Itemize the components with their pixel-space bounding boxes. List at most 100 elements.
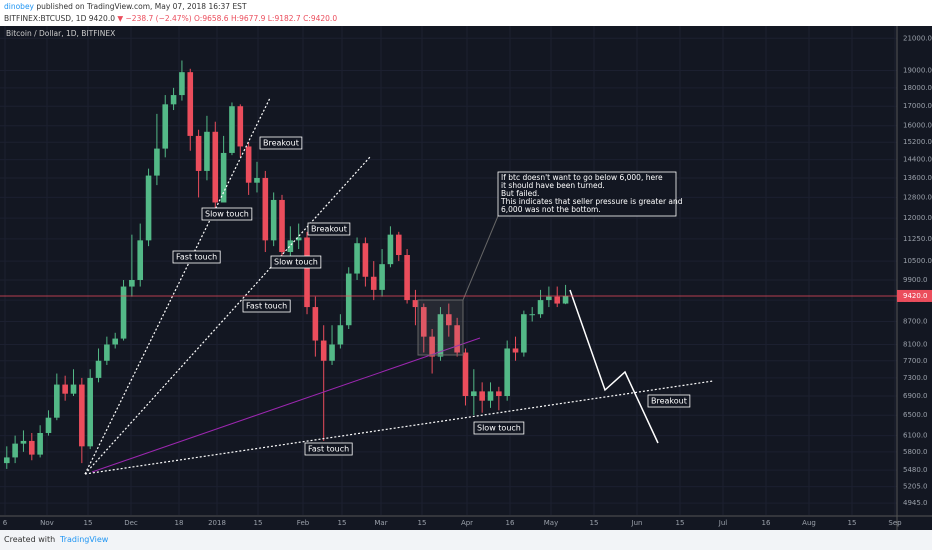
annotation: Fast touch <box>246 302 287 311</box>
candle-body <box>270 199 277 241</box>
candle-body <box>12 443 18 458</box>
y-tick-label: 7300.0 <box>903 374 928 382</box>
y-tick-label: 5800.0 <box>903 448 928 456</box>
candle-body <box>112 338 118 345</box>
candle-body <box>345 273 352 326</box>
candle-body <box>404 255 410 301</box>
ohlc: O:9658.6 H:9677.9 L:9182.7 C:9420.0 <box>194 14 338 23</box>
publish-line: dinobey published on TradingView.com, Ma… <box>4 2 247 11</box>
candle-body <box>195 135 202 171</box>
y-tick-label: 12000.0 <box>903 214 932 222</box>
note-box <box>497 171 677 217</box>
candle-body <box>179 72 185 96</box>
candle-body <box>79 384 85 447</box>
x-tick-label: 2018 <box>208 519 226 527</box>
candle-body <box>437 314 444 357</box>
candle-body <box>170 95 177 105</box>
candle-body <box>29 440 35 455</box>
x-tick-label: 6 <box>3 519 8 527</box>
y-tick-label: 4945.0 <box>903 499 928 507</box>
annotation: Fast touch <box>176 253 217 262</box>
annotation-box <box>473 421 525 435</box>
candle-body <box>237 106 244 147</box>
candle-body <box>420 307 427 337</box>
note-line: 6,000 was not the bottom. <box>501 205 601 214</box>
annotation: Slow touch <box>274 258 318 267</box>
candle-body <box>129 279 135 287</box>
candle-body <box>304 237 310 308</box>
drawings <box>84 97 714 475</box>
x-tick-label: 15 <box>254 519 263 527</box>
candle-body <box>120 286 127 339</box>
quote-line: BITFINEX:BTCUSD, 1D 9420.0 ▼ −238.7 (−2.… <box>4 14 337 23</box>
note-line: If btc doesn't want to go below 6,000, h… <box>501 173 663 182</box>
x-tick-label: 15 <box>590 519 599 527</box>
candle-body <box>554 296 561 304</box>
annotation-box <box>304 442 353 456</box>
annotation: Breakout <box>311 225 347 234</box>
candle-body <box>187 72 194 136</box>
y-tick-label: 6500.0 <box>903 411 928 419</box>
x-tick-label: Aug <box>802 519 816 527</box>
trend-line <box>84 97 271 475</box>
candle-body <box>295 237 302 241</box>
candle-body <box>546 296 552 301</box>
x-tick-label: 16 <box>762 519 771 527</box>
candle-body <box>20 440 27 444</box>
annotations: Breakout Slow touch Fast touch Breakout Slow… <box>172 136 691 456</box>
x-tick-label: Feb <box>297 519 310 527</box>
candle-body <box>312 307 319 341</box>
x-tick-label: 16 <box>506 519 515 527</box>
candle-body <box>137 240 144 280</box>
candle-body <box>329 344 335 361</box>
brand[interactable]: TradingView <box>60 535 109 544</box>
annotation: Breakout <box>651 397 687 406</box>
annotation-box <box>201 207 253 221</box>
annotation-box <box>270 255 322 269</box>
candle-body <box>162 104 169 149</box>
x-tick-label: Nov <box>40 519 54 527</box>
x-tick-label: May <box>544 519 558 527</box>
author[interactable]: dinobey <box>4 2 34 11</box>
created: Created with <box>4 535 56 544</box>
candle-body <box>70 384 77 394</box>
y-tick-label: 6900.0 <box>903 392 928 400</box>
candle-body <box>87 377 93 447</box>
candle-body <box>245 146 252 183</box>
candle-body <box>220 152 227 203</box>
candle-body <box>212 131 219 203</box>
header: dinobey published on TradingView.com, Ma… <box>0 0 932 26</box>
x-tick-label: Jun <box>631 519 643 527</box>
y-tick-label: 12800.0 <box>903 193 932 201</box>
candle-body <box>412 300 419 308</box>
candle-body <box>446 314 452 326</box>
candle-body <box>479 391 485 401</box>
x-tick-label: 15 <box>676 519 685 527</box>
y-tick-label: 17000.0 <box>903 102 932 110</box>
candle-body <box>462 352 469 397</box>
candle-body <box>262 177 269 241</box>
candle-body <box>3 457 10 464</box>
annotation-box <box>647 394 691 408</box>
candle-body <box>504 348 510 397</box>
annotation: Fast touch <box>308 445 349 454</box>
y-tick-label: 21000.0 <box>903 34 932 42</box>
y-tick-label: 10500.0 <box>903 257 932 265</box>
candles <box>3 60 569 469</box>
y-tick-label: 13600.0 <box>903 174 932 182</box>
annotation-box <box>259 136 303 150</box>
trend-line <box>84 380 714 475</box>
annotation-box <box>172 250 221 264</box>
candle-body <box>395 234 402 256</box>
candle-body <box>429 336 435 357</box>
note-line: This indicates that seller pressure is g… <box>500 197 683 206</box>
candle-body <box>62 384 68 394</box>
x-tick-label: 15 <box>84 519 93 527</box>
candle-body <box>487 391 494 401</box>
candle-body <box>379 264 385 290</box>
last-price-label: 9420.0 <box>903 292 928 300</box>
y-tick-label: 18000.0 <box>903 84 932 92</box>
annotation: Slow touch <box>205 210 249 219</box>
note-line: But failed. <box>501 189 539 198</box>
annotation: Slow touch <box>477 424 521 433</box>
